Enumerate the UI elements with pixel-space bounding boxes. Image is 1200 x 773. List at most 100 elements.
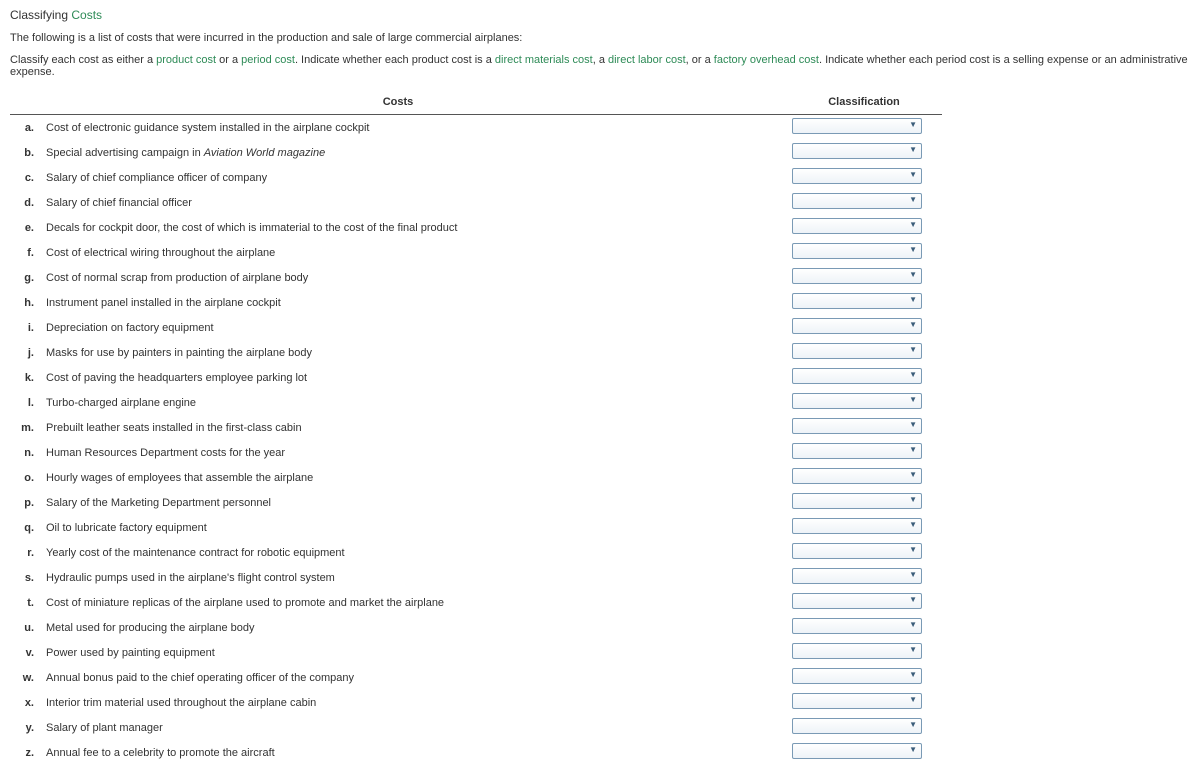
row-letter: v. — [10, 640, 40, 665]
row-letter: t. — [10, 590, 40, 615]
row-letter: n. — [10, 440, 40, 465]
row-classification-cell — [786, 715, 942, 740]
table-row: v.Power used by painting equipment — [10, 640, 942, 665]
table-row: t.Cost of miniature replicas of the airp… — [10, 590, 942, 615]
classification-dropdown[interactable] — [792, 143, 922, 159]
row-description: Metal used for producing the airplane bo… — [40, 615, 786, 640]
row-classification-cell — [786, 165, 942, 190]
row-classification-cell — [786, 465, 942, 490]
row-letter: s. — [10, 565, 40, 590]
row-description: Salary of chief financial officer — [40, 190, 786, 215]
row-description: Cost of paving the headquarters employee… — [40, 365, 786, 390]
table-row: g.Cost of normal scrap from production o… — [10, 265, 942, 290]
classification-dropdown[interactable] — [792, 318, 922, 334]
classification-dropdown[interactable] — [792, 718, 922, 734]
row-letter: c. — [10, 165, 40, 190]
row-letter: f. — [10, 240, 40, 265]
table-row: h.Instrument panel installed in the airp… — [10, 290, 942, 315]
table-row: m.Prebuilt leather seats installed in th… — [10, 415, 942, 440]
row-description: Interior trim material used throughout t… — [40, 690, 786, 715]
classification-dropdown[interactable] — [792, 543, 922, 559]
row-classification-cell — [786, 215, 942, 240]
row-description: Prebuilt leather seats installed in the … — [40, 415, 786, 440]
table-row: b.Special advertising campaign in Aviati… — [10, 140, 942, 165]
classification-dropdown[interactable] — [792, 518, 922, 534]
classification-dropdown[interactable] — [792, 193, 922, 209]
row-letter: p. — [10, 490, 40, 515]
row-letter: d. — [10, 190, 40, 215]
row-description: Special advertising campaign in Aviation… — [40, 140, 786, 165]
row-letter: w. — [10, 665, 40, 690]
header-classification: Classification — [786, 92, 942, 115]
row-letter: r. — [10, 540, 40, 565]
table-row: z.Annual fee to a celebrity to promote t… — [10, 740, 942, 765]
row-description: Oil to lubricate factory equipment — [40, 515, 786, 540]
classification-dropdown[interactable] — [792, 468, 922, 484]
classification-dropdown[interactable] — [792, 568, 922, 584]
instr-t2: period cost — [241, 54, 295, 66]
table-row: o.Hourly wages of employees that assembl… — [10, 465, 942, 490]
header-costs: Costs — [10, 92, 786, 115]
classification-dropdown[interactable] — [792, 418, 922, 434]
row-description: Masks for use by painters in painting th… — [40, 340, 786, 365]
row-description: Salary of chief compliance officer of co… — [40, 165, 786, 190]
classification-dropdown[interactable] — [792, 743, 922, 759]
classification-dropdown[interactable] — [792, 668, 922, 684]
row-classification-cell — [786, 690, 942, 715]
row-description: Turbo-charged airplane engine — [40, 390, 786, 415]
table-row: y.Salary of plant manager — [10, 715, 942, 740]
row-letter: a. — [10, 115, 40, 141]
classification-dropdown[interactable] — [792, 493, 922, 509]
row-description: Cost of miniature replicas of the airpla… — [40, 590, 786, 615]
row-letter: m. — [10, 415, 40, 440]
table-row: l.Turbo-charged airplane engine — [10, 390, 942, 415]
table-row: e.Decals for cockpit door, the cost of w… — [10, 215, 942, 240]
table-row: n.Human Resources Department costs for t… — [10, 440, 942, 465]
row-classification-cell — [786, 665, 942, 690]
row-description: Yearly cost of the maintenance contract … — [40, 540, 786, 565]
row-description: Annual fee to a celebrity to promote the… — [40, 740, 786, 765]
table-row: c.Salary of chief compliance officer of … — [10, 165, 942, 190]
row-letter: b. — [10, 140, 40, 165]
title-word1: Classifying — [10, 8, 68, 22]
classification-dropdown[interactable] — [792, 243, 922, 259]
classification-dropdown[interactable] — [792, 368, 922, 384]
instr-p2: or a — [216, 54, 241, 66]
row-classification-cell — [786, 115, 942, 141]
classification-dropdown[interactable] — [792, 443, 922, 459]
classification-dropdown[interactable] — [792, 218, 922, 234]
table-row: f.Cost of electrical wiring throughout t… — [10, 240, 942, 265]
intro-text: The following is a list of costs that we… — [10, 32, 1190, 44]
classification-dropdown[interactable] — [792, 168, 922, 184]
instr-p1: Classify each cost as either a — [10, 54, 156, 66]
classification-dropdown[interactable] — [792, 293, 922, 309]
classification-dropdown[interactable] — [792, 343, 922, 359]
classification-dropdown[interactable] — [792, 643, 922, 659]
row-classification-cell — [786, 740, 942, 765]
row-classification-cell — [786, 190, 942, 215]
row-classification-cell — [786, 590, 942, 615]
row-classification-cell — [786, 615, 942, 640]
classification-dropdown[interactable] — [792, 118, 922, 134]
classification-dropdown[interactable] — [792, 393, 922, 409]
classification-dropdown[interactable] — [792, 693, 922, 709]
classification-dropdown[interactable] — [792, 618, 922, 634]
table-row: a.Cost of electronic guidance system ins… — [10, 115, 942, 141]
classification-dropdown[interactable] — [792, 593, 922, 609]
row-classification-cell — [786, 140, 942, 165]
instr-p5: , or a — [686, 54, 714, 66]
row-description: Salary of plant manager — [40, 715, 786, 740]
row-classification-cell — [786, 390, 942, 415]
table-row: k.Cost of paving the headquarters employ… — [10, 365, 942, 390]
row-letter: o. — [10, 465, 40, 490]
instr-t4: direct labor cost — [608, 54, 686, 66]
row-description: Annual bonus paid to the chief operating… — [40, 665, 786, 690]
row-letter: y. — [10, 715, 40, 740]
table-row: u.Metal used for producing the airplane … — [10, 615, 942, 640]
table-row: j.Masks for use by painters in painting … — [10, 340, 942, 365]
row-description: Hydraulic pumps used in the airplane's f… — [40, 565, 786, 590]
row-description: Power used by painting equipment — [40, 640, 786, 665]
row-classification-cell — [786, 565, 942, 590]
classification-dropdown[interactable] — [792, 268, 922, 284]
row-letter: u. — [10, 615, 40, 640]
